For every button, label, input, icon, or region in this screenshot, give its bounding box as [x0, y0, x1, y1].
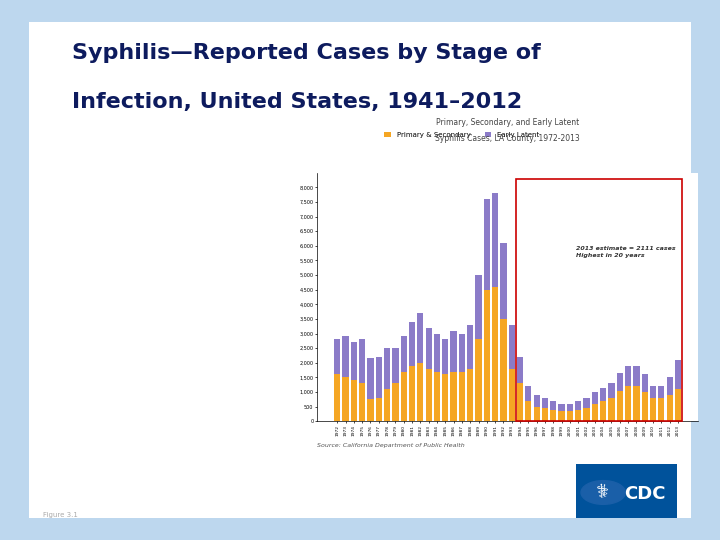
- Bar: [442, 374, 449, 421]
- Text: Infection, United States, 1941–2012: Infection, United States, 1941–2012: [72, 92, 522, 112]
- Bar: [475, 339, 482, 421]
- Bar: [484, 199, 490, 289]
- Bar: [467, 325, 473, 369]
- Bar: [409, 322, 415, 366]
- Bar: [567, 404, 573, 411]
- Bar: [367, 399, 374, 421]
- Bar: [608, 383, 615, 398]
- Bar: [675, 389, 681, 421]
- Bar: [500, 319, 507, 421]
- Bar: [475, 275, 482, 339]
- Bar: [384, 348, 390, 389]
- Bar: [417, 313, 423, 363]
- Bar: [351, 380, 357, 421]
- Bar: [343, 336, 348, 377]
- Bar: [526, 401, 531, 421]
- Bar: [516, 179, 682, 421]
- Bar: [434, 372, 440, 421]
- Bar: [534, 395, 540, 407]
- Bar: [667, 377, 672, 395]
- Bar: [334, 339, 341, 374]
- Text: CDC: CDC: [624, 485, 665, 503]
- Bar: [467, 369, 473, 421]
- Bar: [392, 383, 399, 421]
- Bar: [343, 377, 348, 421]
- Bar: [351, 342, 357, 380]
- Bar: [526, 386, 531, 401]
- Bar: [409, 366, 415, 421]
- Bar: [559, 404, 564, 411]
- Bar: [451, 330, 456, 372]
- Bar: [559, 411, 564, 421]
- Text: 2013 estimate = 2111 cases
Highest in 20 years: 2013 estimate = 2111 cases Highest in 20…: [576, 246, 676, 258]
- Bar: [500, 243, 507, 319]
- Bar: [334, 374, 341, 421]
- Bar: [625, 386, 631, 421]
- Text: Syphilis—Reported Cases by Stage of: Syphilis—Reported Cases by Stage of: [72, 43, 541, 63]
- Bar: [600, 401, 606, 421]
- Bar: [434, 334, 440, 372]
- Bar: [517, 383, 523, 421]
- Bar: [600, 388, 606, 401]
- Bar: [426, 328, 432, 369]
- Bar: [459, 372, 465, 421]
- Bar: [384, 389, 390, 421]
- Bar: [442, 339, 449, 374]
- Bar: [367, 358, 374, 399]
- Bar: [484, 289, 490, 421]
- Bar: [451, 372, 456, 421]
- Bar: [575, 401, 581, 409]
- Bar: [492, 193, 498, 287]
- Text: Syphilis Cases, LA County, 1972-2013: Syphilis Cases, LA County, 1972-2013: [435, 134, 580, 143]
- Bar: [517, 357, 523, 383]
- Bar: [650, 398, 656, 421]
- Bar: [542, 408, 548, 421]
- Bar: [583, 398, 590, 408]
- Bar: [642, 392, 648, 421]
- Bar: [625, 366, 631, 386]
- Bar: [376, 398, 382, 421]
- Bar: [492, 287, 498, 421]
- Bar: [634, 366, 639, 386]
- Bar: [400, 372, 407, 421]
- Bar: [508, 325, 515, 369]
- Text: ⚕: ⚕: [596, 483, 606, 502]
- Bar: [567, 411, 573, 421]
- Bar: [658, 398, 665, 421]
- Bar: [592, 404, 598, 421]
- Bar: [675, 360, 681, 389]
- Text: Primary, Secondary, and Early Latent: Primary, Secondary, and Early Latent: [436, 118, 579, 127]
- Bar: [575, 409, 581, 421]
- Text: Figure 3.1: Figure 3.1: [43, 512, 78, 518]
- Bar: [376, 357, 382, 398]
- Bar: [634, 386, 639, 421]
- Bar: [667, 395, 672, 421]
- Bar: [426, 369, 432, 421]
- Bar: [650, 386, 656, 398]
- Bar: [459, 334, 465, 372]
- Text: Source: California Department of Public Health: Source: California Department of Public …: [317, 443, 464, 448]
- Bar: [550, 401, 557, 409]
- Bar: [417, 363, 423, 421]
- Bar: [550, 409, 557, 421]
- Text: ⚕: ⚕: [599, 483, 608, 502]
- FancyBboxPatch shape: [570, 461, 683, 522]
- Bar: [508, 369, 515, 421]
- Bar: [583, 408, 590, 421]
- Legend: Primary & Secondary, Early Latent: Primary & Secondary, Early Latent: [384, 132, 539, 138]
- Bar: [642, 374, 648, 392]
- Bar: [616, 390, 623, 421]
- Bar: [400, 336, 407, 372]
- Bar: [658, 386, 665, 398]
- Bar: [359, 339, 365, 383]
- Bar: [542, 398, 548, 408]
- Bar: [592, 392, 598, 404]
- Bar: [608, 398, 615, 421]
- Circle shape: [581, 481, 626, 504]
- Bar: [534, 407, 540, 421]
- Bar: [359, 383, 365, 421]
- FancyBboxPatch shape: [9, 6, 711, 534]
- Bar: [616, 373, 623, 390]
- Bar: [392, 348, 399, 383]
